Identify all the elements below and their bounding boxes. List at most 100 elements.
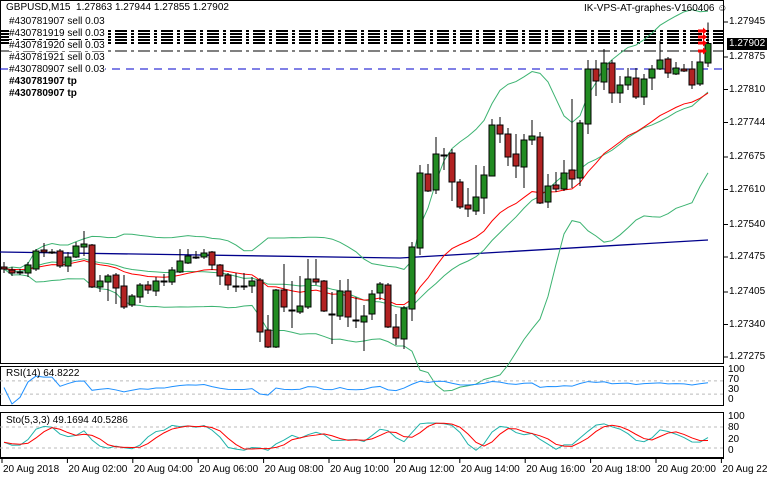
price-axis-label: 1.27405 (729, 286, 766, 297)
bearish-candle (40, 249, 48, 253)
bullish-candle (416, 172, 424, 249)
bearish-candle (552, 184, 560, 190)
time-axis-label: 20 Aug 06:00 (199, 464, 259, 475)
bearish-candle (88, 244, 96, 288)
bullish-candle (560, 172, 568, 190)
bullish-candle (104, 275, 112, 283)
bullish-candle (72, 245, 80, 258)
bullish-candle (656, 59, 664, 70)
bullish-candle (248, 280, 256, 287)
long-moving-average-line (0, 239, 709, 259)
price-axis-label: 1.27875 (729, 51, 766, 62)
bearish-candle (8, 269, 16, 274)
bullish-candle (472, 196, 480, 212)
bullish-candle (336, 290, 344, 317)
time-axis-label: 20 Aug 04:00 (133, 464, 193, 475)
sto-level-label: 80 (728, 422, 740, 433)
trade-label-sell: #430781907 sell 0.03 (9, 16, 105, 27)
trade-label-tp: #430781907 tp (9, 76, 77, 87)
bullish-candle (232, 285, 240, 288)
bullish-candle (704, 43, 712, 64)
rsi-line (3, 375, 709, 405)
rsi-level-label: 70 (728, 374, 740, 385)
sell-arrow-icon (698, 33, 707, 41)
sell-arrow-icon (698, 47, 707, 55)
price-axis-label: 1.27744 (729, 116, 766, 128)
price-axis-label: 1.27475 (729, 251, 766, 262)
time-axis-label: 20 Aug 20:00 (657, 464, 716, 475)
price-axis-label: 1.27675 (729, 151, 766, 162)
bearish-candle (664, 58, 672, 74)
bearish-candle (224, 274, 232, 286)
bullish-candle (544, 185, 552, 203)
bullish-candle (408, 246, 416, 310)
bullish-candle (672, 67, 680, 75)
bullish-candle (136, 284, 144, 298)
bearish-candle (688, 68, 696, 86)
bearish-candle (504, 133, 512, 158)
time-axis-label: 20 Aug 10:00 (330, 464, 389, 475)
rsi-level-label: 30 (728, 384, 740, 395)
bullish-candle (648, 68, 656, 79)
bullish-candle (296, 305, 304, 313)
expert-label: IK-VPS-AT-graphes-V160406 ☺ (584, 3, 728, 14)
bullish-candle (520, 139, 528, 168)
price-axis-label: 1.27540 (729, 218, 766, 230)
bearish-candle (256, 279, 264, 333)
time-axis-label: 20 Aug 16:00 (526, 464, 586, 475)
sto-label: Sto(5,3,3) 49.1694 40.5286 (6, 415, 128, 426)
bullish-candle (192, 256, 200, 259)
bullish-candle (480, 174, 488, 199)
bearish-candle (216, 264, 224, 277)
bollinger-middle-band (3, 91, 709, 309)
bullish-candle (440, 154, 448, 157)
bearish-candle (568, 169, 576, 180)
time-axis-label: 20 Aug 18:00 (591, 464, 651, 475)
bullish-candle (352, 319, 360, 322)
bullish-candle (328, 313, 336, 316)
smiley-icon: ☺ (717, 3, 728, 14)
bullish-candle (272, 289, 280, 348)
bullish-candle (528, 135, 536, 141)
bullish-candle (16, 271, 24, 274)
bearish-candle (312, 278, 320, 283)
time-axis-label: 20 Aug 14:00 (460, 464, 520, 475)
time-axis-label: 20 Aug 02:00 (68, 464, 128, 475)
trade-label-tp: #430780907 tp (9, 88, 77, 99)
sell-arrow-icon (698, 39, 707, 47)
bullish-candle (80, 243, 88, 248)
bullish-candle (432, 153, 440, 191)
bearish-candle (592, 68, 600, 82)
bullish-candle (32, 250, 40, 270)
bearish-candle (608, 62, 616, 94)
bullish-candle (376, 283, 384, 294)
bearish-candle (496, 124, 504, 135)
bullish-candle (240, 285, 248, 288)
price-axis-label: 1.27340 (729, 318, 766, 330)
symbol-label: GBPUSD,M15 1.27863 1.27944 1.27855 1.279… (6, 2, 229, 13)
bullish-candle (600, 62, 608, 83)
bearish-candle (384, 284, 392, 328)
bullish-candle (96, 280, 104, 288)
bullish-candle (48, 251, 56, 254)
bullish-candle (696, 61, 704, 85)
bearish-candle (56, 250, 64, 267)
bearish-candle (680, 68, 688, 72)
bullish-candle (576, 122, 584, 179)
bullish-candle (288, 309, 296, 312)
trade-label-sell: #430780907 sell 0.03 (9, 64, 105, 75)
price-axis-label: 1.27810 (729, 83, 766, 95)
bullish-candle (200, 252, 208, 258)
bearish-candle (632, 77, 640, 98)
sto-level-label: 100 (728, 411, 745, 422)
bullish-candle (584, 68, 592, 125)
rsi-level-label: 0 (728, 394, 734, 405)
sell-arrow-icon (698, 27, 707, 35)
bearish-candle (424, 173, 432, 192)
time-axis-label: 20 Aug 22:00 (722, 464, 768, 475)
bullish-candle (128, 295, 136, 306)
sto-level-label: 20 (728, 434, 740, 445)
bullish-candle (488, 124, 496, 177)
